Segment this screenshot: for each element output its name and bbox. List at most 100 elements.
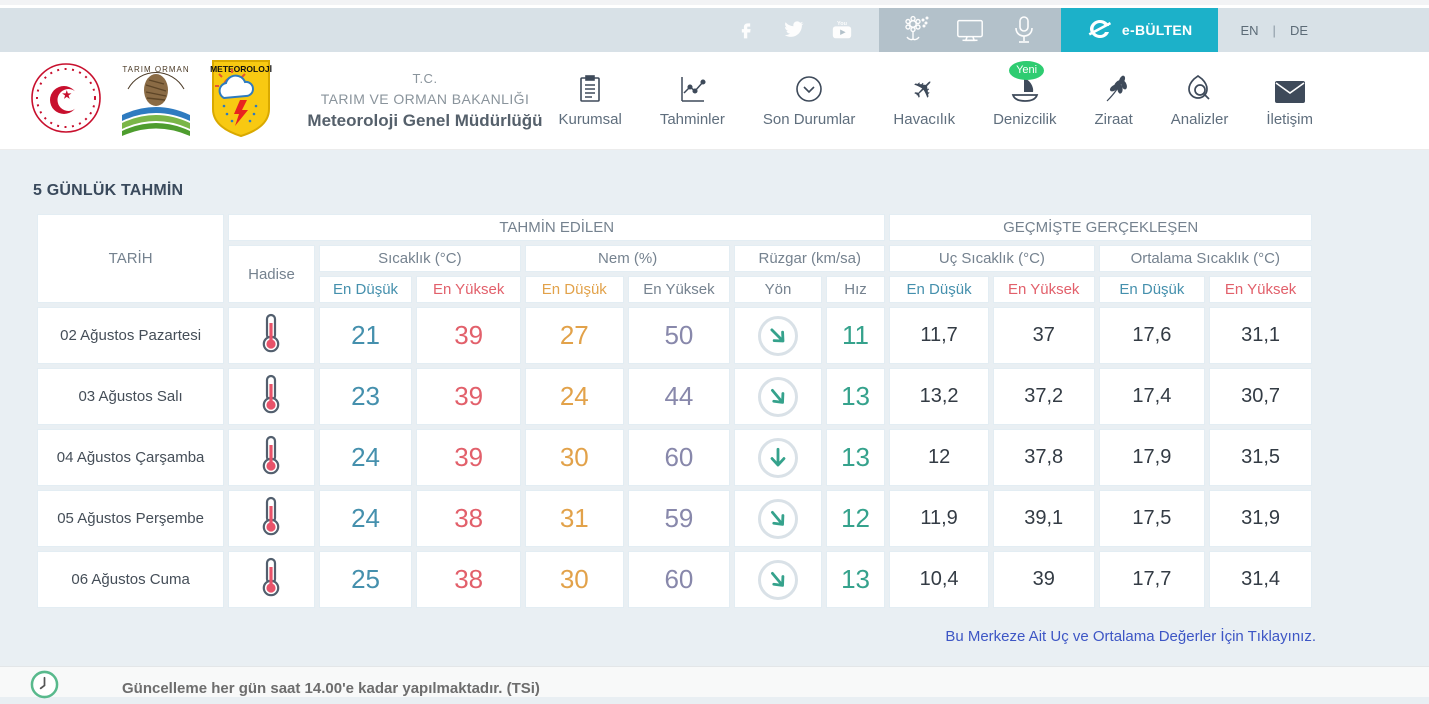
average-min-cell: 17,6 [1099,307,1206,364]
wind-speed-cell: 13 [826,551,885,608]
extreme-min-cell: 11,7 [889,307,989,364]
wind-direction-cell [734,368,822,425]
average-min-label: En Düşük [1099,276,1206,303]
twitter-icon[interactable] [783,19,805,41]
document-icon [578,73,602,103]
nav-item-denizcilik[interactable]: Yeni Denizcilik [993,73,1056,128]
humidity-min-cell: 30 [525,551,624,608]
wind-direction-cell [734,551,822,608]
nav-item-analizler[interactable]: Analizler [1171,73,1229,128]
language-switch: EN | DE [1218,8,1308,52]
average-max-cell: 31,5 [1209,429,1312,486]
average-max-cell: 31,1 [1209,307,1312,364]
nav-item-iletisim[interactable]: İletişim [1266,73,1313,128]
average-min-cell: 17,7 [1099,551,1206,608]
update-note-strip: Güncelleme her gün saat 14.00'e kadar ya… [0,666,1429,697]
forecast-section: 5 GÜNLÜK TAHMİN TARİH TAHMİN EDİLEN GEÇM… [0,150,1429,646]
humidity-max-cell: 60 [628,551,731,608]
col-header-hadise: Hadise [228,245,315,303]
average-max-cell: 31,4 [1209,551,1312,608]
ebulten-button[interactable]: e-BÜLTEN [1061,8,1219,52]
average-min-cell: 17,5 [1099,490,1206,547]
forecast-row: 03 Ağustos Salı 23 39 24 44 [37,368,1312,425]
wind-direction-cell [734,307,822,364]
date-cell: 05 Ağustos Perşembe [37,490,224,547]
temp-max-label: En Yüksek [416,276,521,303]
col-header-tarih: TARİH [37,214,224,303]
hadise-cell [228,307,315,364]
temp-max-cell: 38 [416,551,521,608]
lang-de[interactable]: DE [1290,23,1308,38]
wind-speed-cell: 11 [826,307,885,364]
tarim-orman-surasi-logo[interactable]: TARIM ORMAN [116,59,196,142]
center-extremes-link[interactable]: Bu Merkeze Ait Uç ve Ortalama Değerler İ… [945,628,1316,645]
sub-header-wind: Rüzgar (km/sa) [734,245,885,272]
wind-direction-icon [758,560,798,600]
extreme-min-label: En Düşük [889,276,989,303]
plane-icon: ✈ [913,73,936,103]
youtube-icon[interactable]: You [831,19,853,41]
wheat-icon [1101,73,1127,103]
forecast-row: 06 Ağustos Cuma 25 38 30 60 [37,551,1312,608]
lang-separator: | [1273,23,1276,38]
temp-min-cell: 24 [319,429,413,486]
humidity-min-cell: 24 [525,368,624,425]
nav-label: Ziraat [1094,111,1132,128]
wind-direction-icon [758,499,798,539]
extreme-max-cell: 37 [993,307,1095,364]
extreme-max-cell: 39 [993,551,1095,608]
average-min-cell: 17,9 [1099,429,1206,486]
svg-text:METEOROLOJİ: METEOROLOJİ [210,64,272,74]
nav-item-son-durumlar[interactable]: Son Durumlar [763,73,856,128]
hadise-cell [228,429,315,486]
thermometer-icon [258,585,284,602]
wind-speed-cell: 13 [826,429,885,486]
sub-header-humidity: Nem (%) [525,245,730,272]
clock-icon [30,670,59,704]
group-header-forecast: TAHMİN EDİLEN [228,214,885,241]
forecast-table: TARİH TAHMİN EDİLEN GEÇMİŞTE GERÇEKLEŞEN… [33,210,1316,612]
thermometer-icon [258,341,284,358]
facebook-icon[interactable] [735,19,757,41]
nav-label: Tahminler [660,111,725,128]
nav-label: Analizler [1171,111,1229,128]
humidity-min-cell: 30 [525,429,624,486]
wind-direction-cell [734,429,822,486]
nav-label: Havacılık [893,111,955,128]
microphone-icon[interactable] [1009,15,1039,45]
humidity-min-cell: 27 [525,307,624,364]
site-header: TARIM ORMAN METEOROLOJİ T.C. [0,52,1429,150]
wind-direction-icon [758,316,798,356]
nav-item-havacilik[interactable]: ✈ Havacılık [893,73,955,128]
nav-item-kurumsal[interactable]: Kurumsal [558,73,621,128]
average-max-cell: 31,9 [1209,490,1312,547]
temp-max-cell: 38 [416,490,521,547]
pollen-icon[interactable] [901,15,931,45]
analysis-magnifier-icon [1186,73,1214,103]
forecast-row: 05 Ağustos Perşembe 24 38 31 59 [37,490,1312,547]
humidity-min-cell: 31 [525,490,624,547]
sub-header-extreme-temp: Uç Sıcaklık (°C) [889,245,1094,272]
title-ministry: TARIM VE ORMAN BAKANLIĞI [300,91,550,107]
wind-direction-cell [734,490,822,547]
thermometer-icon [258,524,284,541]
sub-header-average-temp: Ortalama Sıcaklık (°C) [1099,245,1312,272]
ministry-title: T.C. TARIM VE ORMAN BAKANLIĞI Meteoroloj… [300,71,550,131]
temp-min-cell: 25 [319,551,413,608]
tc-emblem-logo[interactable] [30,62,102,139]
humidity-max-cell: 50 [628,307,731,364]
tv-icon[interactable] [955,15,985,45]
hadise-cell [228,368,315,425]
ebulten-label: e-BÜLTEN [1122,22,1193,38]
humidity-max-cell: 60 [628,429,731,486]
meteoroloji-shield-logo[interactable]: METEOROLOJİ [210,58,272,143]
date-cell: 04 Ağustos Çarşamba [37,429,224,486]
logo-group: TARIM ORMAN METEOROLOJİ [30,58,272,143]
temp-max-cell: 39 [416,307,521,364]
nav-item-ziraat[interactable]: Ziraat [1094,73,1132,128]
date-cell: 03 Ağustos Salı [37,368,224,425]
lang-en[interactable]: EN [1240,23,1258,38]
hadise-cell [228,551,315,608]
nav-item-tahminler[interactable]: Tahminler [660,73,725,128]
chart-icon [678,73,706,103]
